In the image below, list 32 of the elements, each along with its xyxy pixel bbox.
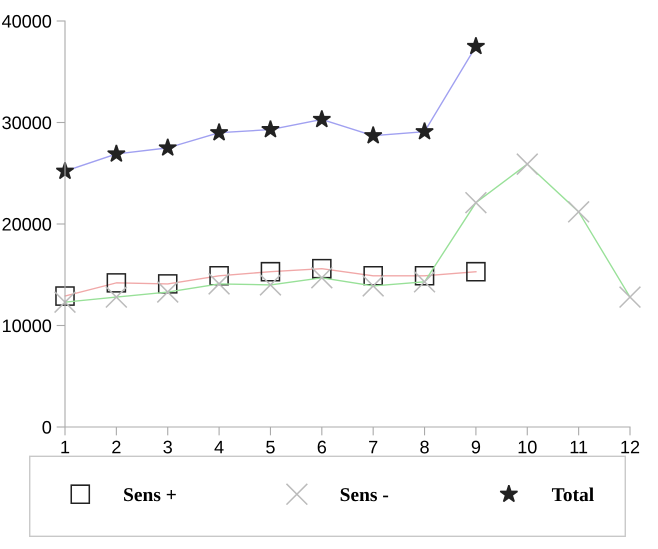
legend-label: Sens + <box>124 488 176 502</box>
y-tick-label: 10000 <box>2 319 52 332</box>
x-tick-label: 12 <box>621 440 640 454</box>
x-tick-label: 1 <box>61 440 70 454</box>
y-tick-label: 20000 <box>2 218 52 231</box>
x-tick-label: 10 <box>518 440 537 454</box>
point <box>259 274 282 296</box>
point <box>105 286 128 308</box>
x-tick-label: 11 <box>570 440 588 454</box>
x-tick-label: 4 <box>214 440 224 454</box>
point <box>208 272 230 296</box>
point <box>413 270 436 294</box>
point <box>156 280 179 304</box>
x-tick-label: 6 <box>318 440 326 454</box>
point <box>464 192 488 214</box>
x-tick-label: 5 <box>266 440 275 454</box>
point <box>362 274 384 298</box>
x-tick-label: 3 <box>163 440 172 454</box>
legend-label: Total <box>552 488 594 502</box>
point <box>54 290 76 314</box>
legend-label: Sens - <box>340 488 388 502</box>
y-tick-label: 30000 <box>2 116 52 130</box>
x-tick-label: 8 <box>420 440 429 454</box>
y-tick-label: 40000 <box>2 14 52 28</box>
point <box>567 200 590 223</box>
point <box>310 266 333 289</box>
x-tick-label: 2 <box>112 440 120 454</box>
point <box>516 152 538 176</box>
x-tick-label: 7 <box>369 440 378 454</box>
y-tick-label: 0 <box>42 420 52 434</box>
point <box>618 286 642 308</box>
x-tick-label: 9 <box>472 440 480 454</box>
